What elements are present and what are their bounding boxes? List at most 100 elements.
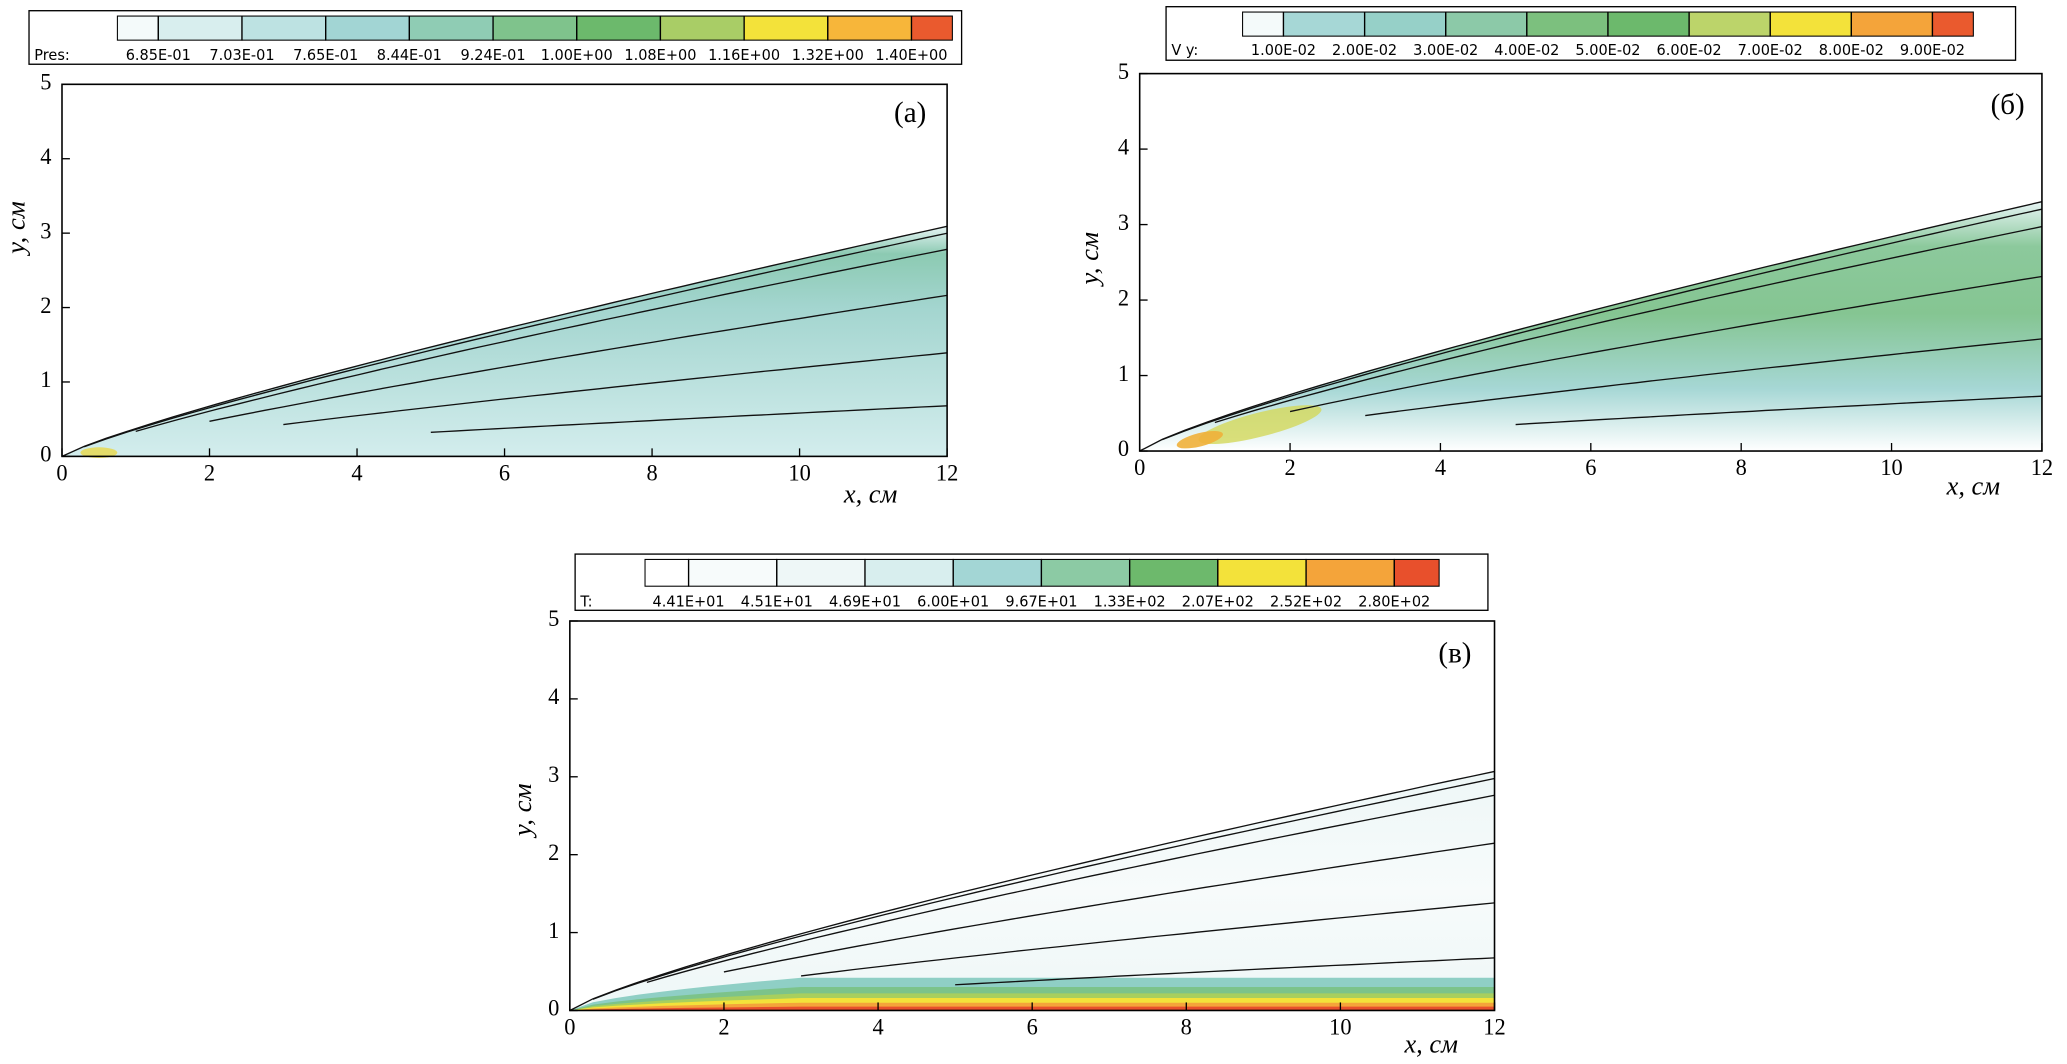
colorbar-swatch <box>576 15 661 41</box>
colorbar-swatch <box>116 15 159 41</box>
colorbar-tick-label: 2.80E+02 <box>1358 593 1430 610</box>
y-tick-label: 5 <box>1118 59 1129 84</box>
colorbar-swatch <box>1445 11 1528 37</box>
colorbar-swatch <box>910 15 953 41</box>
x-axis-label: x, см <box>1403 1029 1457 1059</box>
colorbar-swatch <box>659 15 745 41</box>
contour-line <box>430 405 948 433</box>
contour-line <box>1214 225 2043 424</box>
panel-label: (а) <box>894 97 926 129</box>
y-tick-label: 3 <box>1118 210 1129 235</box>
x-tick-label: 4 <box>872 1014 883 1039</box>
colorbar-label: V y: <box>1171 42 1198 59</box>
colorbar-swatch <box>776 558 866 587</box>
x-tick-label: 12 <box>936 460 958 485</box>
colorbar-swatch <box>241 15 327 41</box>
y-axis-label: y, см <box>507 783 537 839</box>
x-tick-label: 0 <box>1134 455 1145 480</box>
contour-line <box>209 294 948 422</box>
contour-line <box>61 225 948 457</box>
contour-line <box>83 232 948 448</box>
y-axis-label: y, см <box>1074 232 1104 288</box>
colorbar-tick-label: 7.65E-01 <box>293 47 358 64</box>
colorbar-swatch <box>408 15 494 41</box>
colorbar-swatch <box>1526 11 1609 37</box>
x-axis-label: x, см <box>843 478 897 508</box>
colorbar-swatch <box>1607 11 1690 37</box>
x-tick-label: 0 <box>56 460 67 485</box>
contour-line <box>646 794 1495 984</box>
contour-line <box>1515 395 2042 426</box>
colorbar-tick-label: 4.51E+01 <box>741 593 813 610</box>
colorbar-swatch <box>1688 11 1771 37</box>
x-tick-label: 4 <box>351 460 362 485</box>
colorbar-tick-label: 1.32E+00 <box>792 47 864 64</box>
colorbar-tick-label: 1.33E+02 <box>1094 593 1166 610</box>
panel-label: (в) <box>1438 637 1471 669</box>
contour-hotspot <box>1176 430 1223 449</box>
colorbar-label: Pres: <box>34 47 70 64</box>
y-tick-label: 2 <box>548 840 559 865</box>
colorbar-swatch <box>1364 11 1447 37</box>
y-tick-label: 5 <box>548 606 559 631</box>
y-axis-label: y, см <box>1 201 31 257</box>
y-tick-label: 3 <box>40 218 51 243</box>
colorbar-tick-label: 1.00E+00 <box>541 47 613 64</box>
y-tick-label: 1 <box>1118 361 1129 386</box>
x-tick-label: 10 <box>1880 455 1902 480</box>
colorbar-label: T: <box>579 593 592 610</box>
colorbar-tick-label: 8.00E-02 <box>1819 42 1884 59</box>
colorbar-tick-label: 1.00E-02 <box>1251 42 1316 59</box>
colorbar-tick-label: 7.00E-02 <box>1738 42 1803 59</box>
colorbar-tick-label: 3.00E-02 <box>1413 42 1478 59</box>
colorbar-swatch <box>688 558 778 587</box>
colorbar-tick-label: 7.03E-01 <box>209 47 274 64</box>
y-tick-label: 0 <box>548 996 559 1021</box>
contour-line <box>800 902 1495 977</box>
panel-label: (б) <box>1991 89 2025 121</box>
x-tick-label: 2 <box>204 460 215 485</box>
contour-hotspot <box>1198 405 1322 445</box>
colorbar-tick-label: 1.16E+00 <box>708 47 780 64</box>
x-tick-label: 4 <box>1435 455 1446 480</box>
contour-line <box>283 352 948 426</box>
y-tick-label: 4 <box>548 684 559 709</box>
colorbar-tick-label: 2.52E+02 <box>1270 593 1342 610</box>
colorbar-swatch <box>1242 11 1284 37</box>
y-tick-label: 4 <box>40 144 51 169</box>
contour-line <box>569 770 1495 1012</box>
colorbar-swatch <box>827 15 913 41</box>
y-tick-label: 4 <box>1118 134 1129 159</box>
colorbar-tick-label: 8.44E-01 <box>377 47 442 64</box>
colorbar-swatch <box>864 558 954 587</box>
contour-line <box>592 777 1495 1000</box>
x-tick-label: 10 <box>788 460 810 485</box>
contour-line <box>1289 275 2043 413</box>
x-axis-label: x, см <box>1946 470 2000 500</box>
colorbar-tick-label: 2.07E+02 <box>1182 593 1254 610</box>
contour-line <box>1162 208 2043 441</box>
colorbar-swatch <box>644 558 690 587</box>
colorbar-tick-label: 5.00E-02 <box>1575 42 1640 59</box>
colorbar-tick-label: 9.00E-02 <box>1900 42 1965 59</box>
colorbar-tick-label: 1.08E+00 <box>624 47 696 64</box>
x-tick-label: 10 <box>1329 1014 1351 1039</box>
colorbar-swatch <box>1305 558 1395 587</box>
y-tick-label: 2 <box>40 293 51 318</box>
x-tick-label: 8 <box>1181 1014 1192 1039</box>
colorbar-swatch <box>325 15 410 41</box>
x-tick-label: 12 <box>1483 1014 1505 1039</box>
contour-field <box>569 771 1495 1011</box>
colorbar-swatch <box>1850 11 1933 37</box>
colorbar-tick-label: 6.85E-01 <box>126 47 191 64</box>
x-tick-label: 2 <box>1284 455 1295 480</box>
colorbar-tick-label: 9.24E-01 <box>460 47 525 64</box>
x-tick-label: 8 <box>646 460 657 485</box>
contour-line <box>955 957 1495 986</box>
colorbar-tick-label: 9.67E+01 <box>1005 593 1077 610</box>
colorbar-swatch <box>157 15 243 41</box>
contour-line <box>1365 338 2043 417</box>
colorbar-tick-label: 2.00E-02 <box>1332 42 1397 59</box>
